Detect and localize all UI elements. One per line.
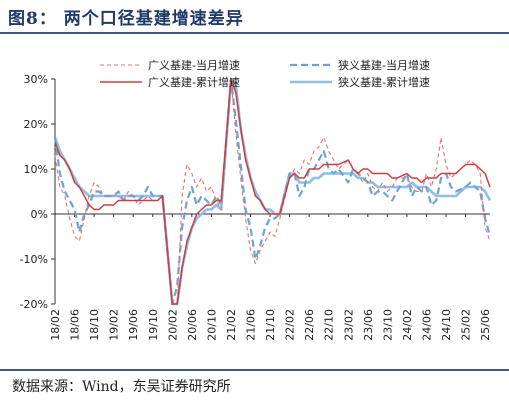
x-tick-label: 19/10: [147, 309, 160, 341]
series-line-3: [54, 78, 491, 305]
y-tick-label: 20%: [24, 118, 48, 131]
chart-svg: 30% 20% 10% 0% -10% -20%18/02 18/06 18/10 19/02 1…: [20, 58, 493, 341]
x-tick-label: 23/02: [342, 309, 355, 341]
series-line-1: [54, 78, 491, 305]
x-tick-label: 19/06: [127, 309, 140, 341]
y-tick-label: -10%: [20, 253, 48, 266]
x-tick-label: 21/10: [264, 309, 277, 341]
x-tick-label: 22/02: [284, 309, 297, 341]
source-rule: [0, 369, 509, 371]
y-tick-label: 30%: [24, 73, 48, 86]
y-tick-label: 10%: [24, 163, 48, 176]
x-tick-label: 24/06: [420, 309, 433, 341]
y-tick-label: 0%: [31, 208, 48, 221]
x-tick-label: 24/02: [401, 309, 414, 341]
x-tick-label: 25/02: [460, 309, 473, 341]
series-line-2: [53, 77, 492, 306]
x-tick-label: 22/06: [303, 309, 316, 341]
x-tick-label: 20/06: [186, 309, 199, 341]
chart-title: 图8： 两个口径基建增速差异: [8, 9, 244, 29]
x-tick-label: 19/02: [108, 309, 121, 341]
title-rule: [0, 32, 509, 34]
x-tick-label: 21/02: [225, 309, 238, 341]
x-tick-label: 24/10: [440, 309, 453, 341]
legend-label-4: 狭义基建-累计增速: [338, 75, 430, 89]
x-tick-label: 23/10: [381, 309, 394, 341]
legend-label-2: 狭义基建-当月增速: [338, 58, 430, 72]
x-tick-label: 18/02: [49, 309, 62, 341]
x-tick-label: 18/10: [88, 309, 101, 341]
x-tick-label: 25/06: [479, 309, 492, 341]
y-tick-label: -20%: [20, 298, 48, 311]
x-tick-label: 21/06: [245, 309, 258, 341]
x-tick-label: 22/10: [323, 309, 336, 341]
x-tick-label: 20/10: [205, 309, 218, 341]
x-tick-label: 23/06: [362, 309, 375, 341]
x-tick-label: 20/02: [166, 309, 179, 341]
series-line-4: [53, 77, 492, 306]
legend-label-1: 广义基建-当月增速: [148, 58, 240, 72]
x-tick-label: 18/06: [69, 309, 82, 341]
source-note: 数据来源：Wind，东吴证券研究所: [12, 379, 231, 395]
legend-label-3: 广义基建-累计增速: [148, 75, 240, 89]
